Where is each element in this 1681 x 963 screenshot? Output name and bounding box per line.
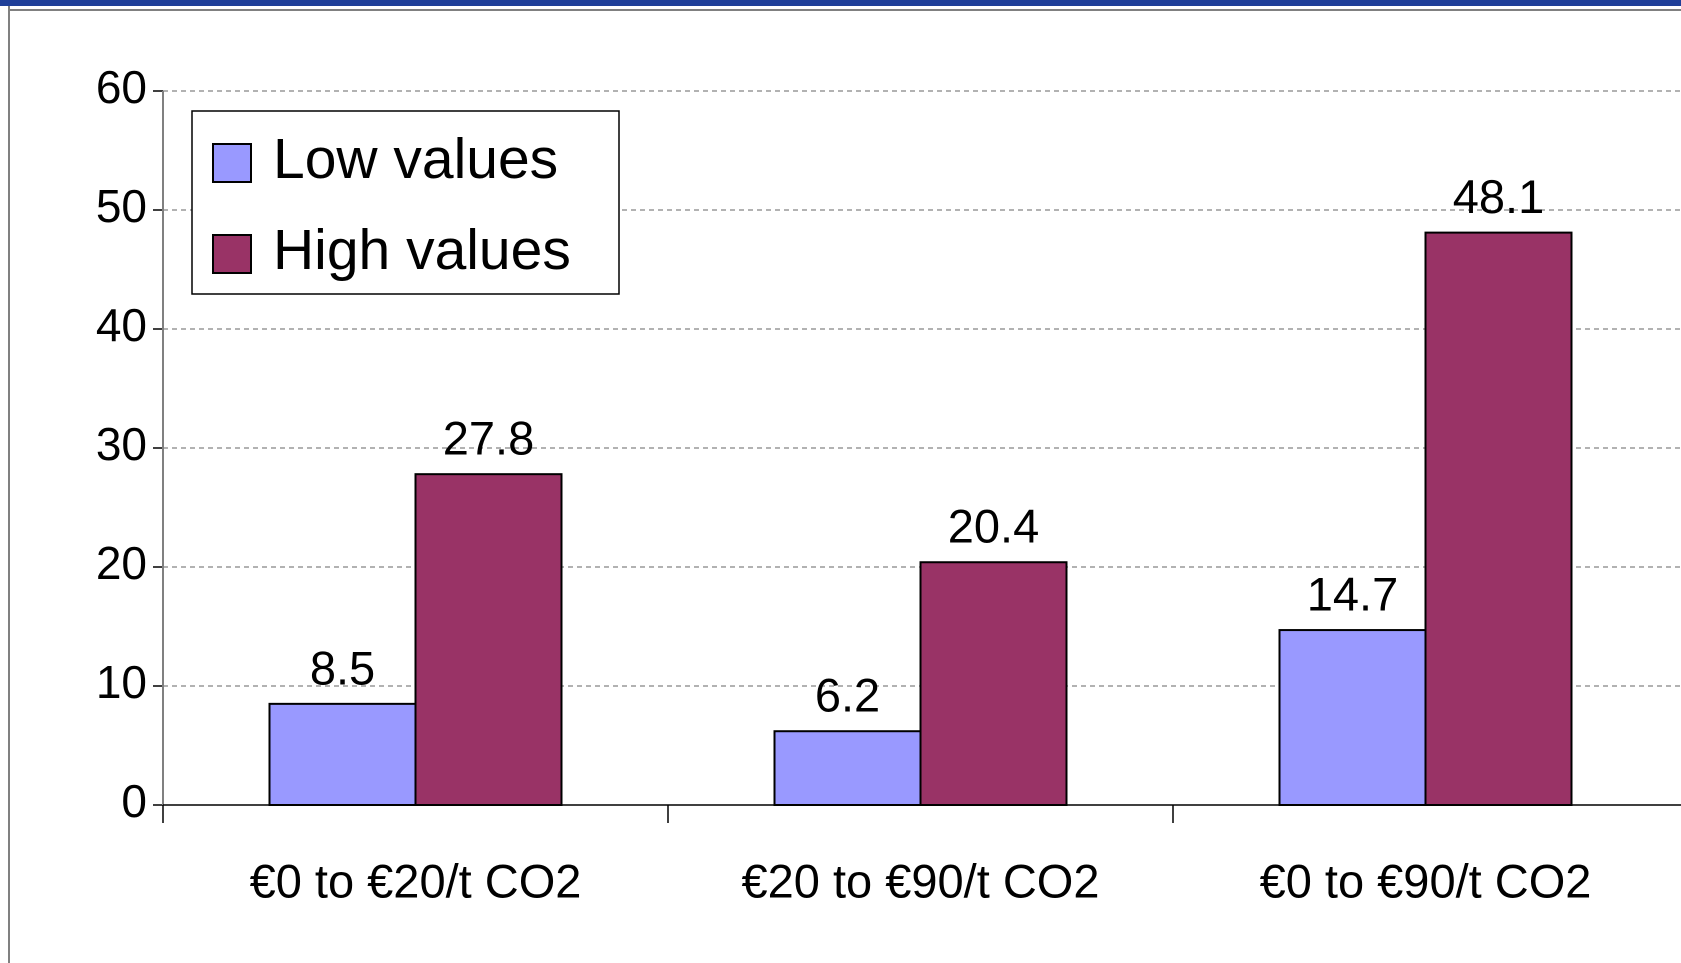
top-bar	[0, 0, 1681, 6]
x-tick-label: €0 to €20/t CO2	[250, 854, 582, 907]
data-label: 20.4	[948, 500, 1039, 553]
data-label: 48.1	[1453, 170, 1544, 223]
y-tick-label: 60	[96, 61, 147, 113]
x-tick-label: €20 to €90/t CO2	[742, 854, 1100, 907]
data-label: 8.5	[310, 641, 375, 694]
y-tick-label: 10	[96, 656, 147, 708]
y-tick-label: 30	[96, 418, 147, 470]
bar	[1424, 231, 1573, 807]
legend-swatch	[212, 143, 252, 183]
y-tick-label: 0	[121, 775, 147, 827]
data-label: 27.8	[443, 412, 534, 465]
legend-label: Low values	[273, 127, 558, 191]
legend-swatch	[212, 234, 252, 274]
bar	[268, 702, 417, 806]
data-label: 14.7	[1307, 567, 1398, 620]
bar	[414, 473, 563, 806]
x-tick-label: €0 to €90/t CO2	[1260, 854, 1592, 907]
bar	[919, 561, 1068, 806]
legend-label: High values	[273, 218, 571, 282]
bar	[773, 730, 922, 806]
bar	[1278, 629, 1427, 806]
legend-box	[191, 110, 620, 295]
y-tick-label: 40	[96, 299, 147, 351]
y-tick-label: 20	[96, 537, 147, 589]
data-label: 6.2	[815, 669, 880, 722]
y-tick-label: 50	[96, 180, 147, 232]
